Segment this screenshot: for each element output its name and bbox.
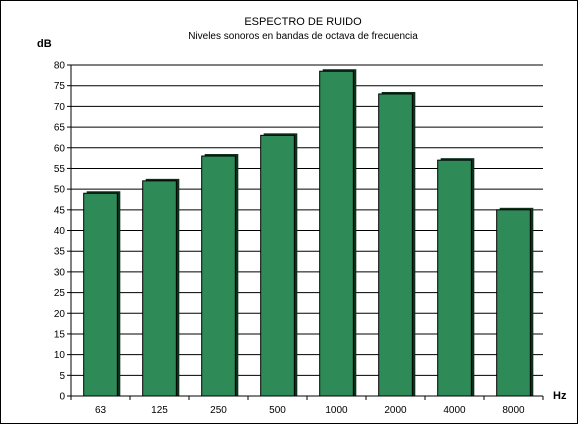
y-tick-label: 20 bbox=[54, 309, 66, 320]
y-tick-label: 40 bbox=[54, 226, 66, 237]
bar-8000 bbox=[496, 209, 531, 397]
y-tick-label: 65 bbox=[54, 123, 66, 134]
bar-4000 bbox=[437, 159, 472, 397]
y-tick-label: 30 bbox=[54, 267, 66, 278]
bars bbox=[83, 69, 534, 397]
x-tick-labels: 63 125 250 500 1000 2000 4000 8000 bbox=[95, 405, 525, 416]
y-axis-label: dB bbox=[37, 38, 52, 50]
y-tick-label: 10 bbox=[54, 350, 66, 361]
x-tick-label: 1000 bbox=[325, 405, 348, 416]
x-tick-label: 4000 bbox=[443, 405, 466, 416]
x-tick-label: 63 bbox=[95, 405, 107, 416]
y-tick-label: 35 bbox=[54, 247, 66, 258]
y-tick-label: 60 bbox=[54, 143, 66, 154]
x-tick-label: 500 bbox=[269, 405, 286, 416]
bar-125 bbox=[142, 180, 177, 397]
bar-63 bbox=[83, 192, 118, 397]
y-tick-labels: 0 5 10 15 20 25 30 35 40 45 50 55 60 65 70 75 80 bbox=[54, 61, 66, 403]
y-tick-label: 45 bbox=[54, 205, 66, 216]
bar-1000 bbox=[319, 70, 354, 397]
y-tick-label: 75 bbox=[54, 81, 66, 92]
x-tick-label: 125 bbox=[151, 405, 168, 416]
bar-500 bbox=[260, 134, 295, 397]
y-tick-label: 0 bbox=[59, 392, 65, 403]
x-axis-label: Hz bbox=[553, 390, 567, 402]
bar-2000 bbox=[378, 93, 413, 397]
axes bbox=[67, 64, 544, 400]
y-tick-label: 25 bbox=[54, 288, 66, 299]
chart-title: ESPECTRO DE RUIDO bbox=[244, 16, 362, 28]
y-tick-label: 15 bbox=[54, 329, 66, 340]
y-tick-label: 5 bbox=[59, 371, 65, 382]
y-tick-label: 80 bbox=[54, 61, 66, 72]
x-tick-label: 250 bbox=[210, 405, 227, 416]
y-tick-label: 70 bbox=[54, 102, 66, 113]
chart-subtitle: Niveles sonoros en bandas de octava de f… bbox=[188, 31, 418, 42]
y-tick-label: 50 bbox=[54, 185, 66, 196]
x-tick-label: 2000 bbox=[384, 405, 407, 416]
x-tick-label: 8000 bbox=[502, 405, 525, 416]
y-tick-label: 55 bbox=[54, 164, 66, 175]
bar-250 bbox=[201, 155, 236, 397]
